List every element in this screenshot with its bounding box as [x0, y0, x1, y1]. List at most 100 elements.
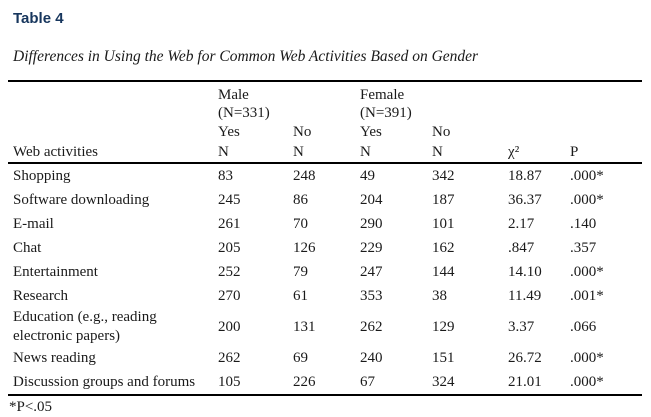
cell-activity: Research	[13, 287, 68, 304]
cell-chi-square: 11.49	[508, 287, 542, 304]
female-yes-header: Yes	[360, 123, 382, 140]
cell-male-no: 131	[293, 318, 316, 335]
cell-activity: Discussion groups and forums	[8, 370, 213, 396]
cell-female-yes: 262	[360, 318, 383, 335]
group-header-row: Male (N=331) Female (N=391)	[8, 81, 642, 122]
cell-male-no: 86	[293, 191, 308, 208]
cell-female-no: 144	[432, 263, 455, 280]
table-number-label: Table 4	[13, 10, 64, 27]
cell-female-no: 151	[432, 349, 455, 366]
significance-footnote: *P<.05	[9, 399, 53, 415]
male-group-n: (N=331)	[218, 104, 270, 121]
cell-chi-square: 3.37	[508, 318, 535, 335]
cell-male-yes: 261	[218, 215, 241, 232]
cell-male-yes: 83	[218, 167, 233, 184]
table-caption: Differences in Using the Web for Common …	[13, 48, 479, 65]
cell-activity: E-mail	[13, 215, 54, 232]
cell-female-yes: 353	[360, 287, 383, 304]
cell-activity: News reading	[13, 349, 96, 366]
cell-activity: Software downloading	[13, 191, 150, 208]
empty-cell	[503, 81, 565, 122]
cell-male-no: 61	[293, 287, 308, 304]
cell-female-yes: 204	[360, 191, 383, 208]
cell-activity: Education (e.g., reading electronic pape…	[13, 309, 157, 344]
male-group-label: Male	[218, 86, 249, 103]
male-no-header: No	[293, 123, 312, 140]
cell-p-value: .000*	[570, 349, 604, 366]
cell-female-no: 129	[432, 318, 455, 335]
cell-female-no: 38	[432, 287, 448, 304]
cell-chi-square: 14.10	[508, 263, 542, 280]
yes-no-header-row: Yes No Yes No	[8, 122, 642, 141]
cell-male-no: 126	[293, 239, 316, 256]
empty-cell	[503, 122, 565, 141]
cell-activity: Chat	[13, 239, 42, 256]
cell-male-no: 248	[293, 167, 316, 184]
table-header: Male (N=331) Female (N=391) Yes No Yes N…	[8, 81, 643, 164]
cell-activity: Entertainment	[13, 263, 98, 280]
cell-p-value: .140	[570, 215, 597, 232]
empty-cell	[8, 122, 213, 141]
n-header: N	[427, 141, 504, 164]
cell-female-yes: 290	[360, 215, 383, 232]
cell-male-no: 226	[288, 370, 356, 396]
cell-male-yes: 200	[218, 318, 241, 335]
table-row: Education (e.g., reading electronic pape…	[8, 308, 642, 346]
table-row: E-mail 261 70 290 101 2.17 .140	[8, 212, 642, 236]
cell-p-value: .001*	[570, 287, 604, 304]
cell-female-no: 162	[432, 239, 455, 256]
n-header: N	[355, 141, 428, 164]
cell-chi-square: .847	[508, 239, 535, 256]
cell-p-value: .357	[570, 239, 597, 256]
cell-chi-square: 21.01	[503, 370, 566, 396]
male-group-header: Male (N=331)	[213, 81, 355, 122]
web-activities-header: Web activities	[8, 141, 213, 164]
cell-male-yes: 205	[218, 239, 241, 256]
cell-male-yes: 245	[218, 191, 241, 208]
p-header: P	[565, 141, 643, 164]
female-group-n: (N=391)	[360, 104, 412, 121]
cell-female-yes: 229	[360, 239, 383, 256]
table-row: Software downloading 245 86 204 187 36.3…	[8, 188, 642, 212]
cell-female-no: 187	[432, 191, 455, 208]
empty-cell	[8, 81, 213, 122]
cell-female-no: 101	[432, 215, 455, 232]
cell-male-yes: 262	[218, 349, 241, 366]
cell-chi-square: 2.17	[508, 215, 535, 232]
cell-female-yes: 67	[355, 370, 428, 396]
cell-male-yes: 105	[213, 370, 288, 396]
cell-chi-square: 26.72	[508, 349, 542, 366]
female-group-label: Female	[360, 86, 405, 103]
cell-male-no: 79	[293, 263, 308, 280]
cell-p-value: .000*	[570, 167, 604, 184]
cell-p-value: .066	[570, 318, 597, 335]
table-row: Chat 205 126 229 162 .847 .357	[8, 236, 642, 260]
table-row: Entertainment 252 79 247 144 14.10 .000*	[8, 260, 642, 284]
n-header: N	[213, 141, 288, 164]
document-page: Table 4 Differences in Using the Web for…	[0, 10, 651, 417]
cell-activity: Shopping	[13, 167, 71, 184]
empty-cell	[565, 81, 642, 122]
cell-p-value: .000*	[570, 263, 604, 280]
cell-female-no: 342	[432, 167, 455, 184]
cell-male-no: 70	[293, 215, 308, 232]
cell-female-yes: 247	[360, 263, 383, 280]
cell-p-value: .000*	[565, 370, 643, 396]
gender-web-activities-table: Male (N=331) Female (N=391) Yes No Yes N…	[8, 80, 643, 396]
male-yes-header: Yes	[218, 123, 240, 140]
empty-cell	[565, 122, 642, 141]
cell-female-no: 324	[427, 370, 504, 396]
cell-chi-square: 36.37	[508, 191, 542, 208]
cell-male-yes: 270	[218, 287, 241, 304]
cell-p-value: .000*	[570, 191, 604, 208]
female-group-header: Female (N=391)	[355, 81, 503, 122]
table-row: Shopping 83 248 49 342 18.87 .000*	[8, 163, 642, 188]
cell-male-no: 69	[293, 349, 308, 366]
table-row: Discussion groups and forums 105 226 67 …	[8, 370, 643, 396]
cell-female-yes: 49	[360, 167, 376, 184]
table-row: News reading 262 69 240 151 26.72 .000*	[8, 346, 642, 370]
cell-chi-square: 18.87	[508, 167, 542, 184]
table-row: Research 270 61 353 38 11.49 .001*	[8, 284, 642, 308]
chi-square-header: χ²	[503, 141, 566, 164]
column-header-row: Web activities N N N N χ² P	[8, 141, 643, 164]
